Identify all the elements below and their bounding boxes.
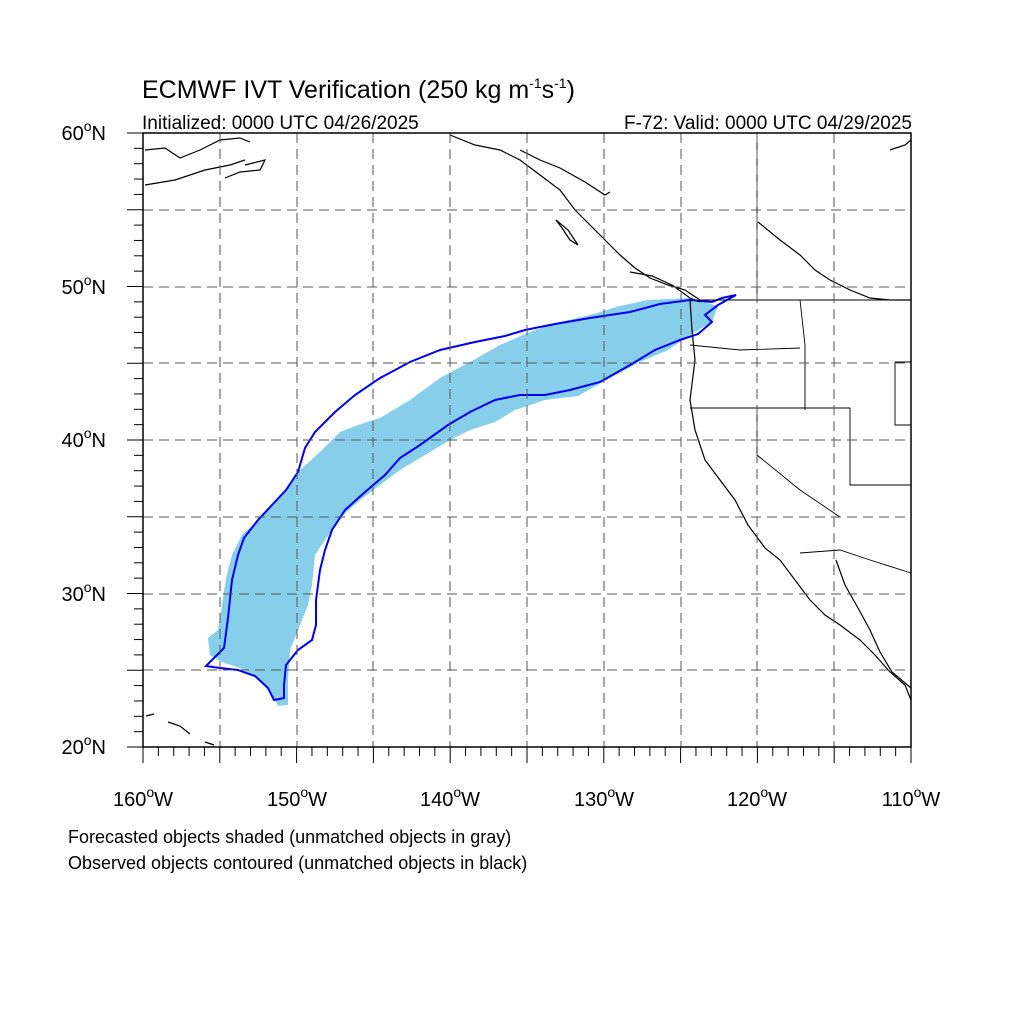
map-title: ECMWF IVT Verification (250 kg m-1s-1) bbox=[142, 75, 575, 104]
lon-labels: 160oW 150oW 140oW 130oW 120oW 110oW bbox=[113, 784, 940, 811]
coastlines bbox=[144, 134, 912, 746]
observed-ivt-contour bbox=[203, 294, 737, 702]
initialized-label: Initialized: 0000 UTC 04/26/2025 bbox=[142, 113, 419, 134]
map-grid bbox=[143, 133, 911, 747]
lon-label-160: 160oW bbox=[113, 784, 173, 811]
forecast-ivt-object bbox=[208, 298, 718, 706]
lat-label-60: 60oN bbox=[62, 118, 107, 145]
lon-label-110: 110oW bbox=[882, 784, 941, 811]
lon-label-130: 130oW bbox=[574, 784, 634, 811]
political-borders bbox=[689, 135, 912, 574]
lat-label-40: 40oN bbox=[62, 425, 107, 452]
lat-label-30: 30oN bbox=[62, 579, 107, 606]
legend-observed-note: Observed objects contoured (unmatched ob… bbox=[68, 853, 527, 873]
legend-forecast-note: Forecasted objects shaded (unmatched obj… bbox=[68, 827, 511, 847]
lon-label-150: 150oW bbox=[267, 784, 327, 811]
lat-label-50: 50oN bbox=[62, 272, 107, 299]
lon-label-120: 120oW bbox=[727, 784, 787, 811]
lat-labels: 60oN 50oN 40oN 30oN 20oN bbox=[62, 118, 107, 759]
lat-label-20: 20oN bbox=[62, 732, 107, 759]
lon-label-140: 140oW bbox=[420, 784, 480, 811]
valid-label: F-72: Valid: 0000 UTC 04/29/2025 bbox=[624, 113, 912, 134]
map-panel bbox=[127, 132, 912, 763]
axis-ticks bbox=[127, 132, 912, 763]
